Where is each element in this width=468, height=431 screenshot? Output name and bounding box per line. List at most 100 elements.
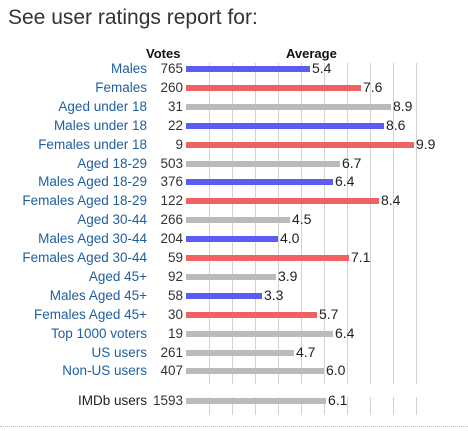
- average-rating-bar: [186, 236, 278, 243]
- vote-count: 59: [167, 250, 183, 265]
- vote-count: 261: [160, 344, 183, 360]
- rating-row: Females 260 7.6: [0, 79, 468, 98]
- gridline: [393, 397, 394, 415]
- rating-row: Males 765 5.4: [0, 60, 468, 79]
- rating-row: Aged under 18 31 8.9: [0, 98, 468, 117]
- gridline: [347, 63, 348, 384]
- vote-count: 204: [160, 231, 183, 247]
- demographic-link[interactable]: Aged 45+: [88, 268, 147, 284]
- demographic-link[interactable]: Aged 30-44: [77, 212, 147, 228]
- gridline: [416, 63, 417, 384]
- vote-count: 22: [167, 117, 183, 133]
- gridline: [232, 397, 233, 415]
- rating-row: Aged 30-44 266 4.5: [0, 211, 468, 230]
- average-rating-value: 6.7: [342, 154, 362, 171]
- average-rating-bar: [186, 311, 317, 318]
- demographic-link[interactable]: Males Aged 18-29: [38, 174, 147, 190]
- average-rating-value: 6.0: [326, 362, 346, 379]
- average-rating-bar: [186, 292, 262, 299]
- gridline: [393, 63, 394, 384]
- demographic-link[interactable]: Males under 18: [53, 117, 147, 133]
- rating-row: US users 261 4.7: [0, 344, 468, 363]
- rating-row: Males Aged 45+ 58 3.3: [0, 287, 468, 306]
- rating-row: Females Aged 30-44 59 7.1: [0, 249, 468, 268]
- gridline: [301, 63, 302, 384]
- average-rating-value: 4.5: [292, 211, 312, 228]
- average-rating-bar: [186, 160, 340, 167]
- gridline: [416, 397, 417, 415]
- average-rating-value: 8.9: [393, 97, 413, 114]
- average-rating-value: 6.4: [335, 173, 355, 190]
- average-rating-bar: [186, 84, 361, 91]
- average-rating-bar: [186, 349, 294, 356]
- vote-count: 1593: [152, 393, 183, 408]
- average-rating-bar: [186, 122, 384, 129]
- average-rating-bar: [186, 398, 326, 404]
- vote-count: 376: [160, 174, 183, 190]
- demographic-link[interactable]: US users: [91, 344, 147, 360]
- vote-count: 765: [160, 61, 183, 76]
- average-rating-value: 6.4: [335, 324, 355, 341]
- rating-row: Non-US users 407 6.0: [0, 362, 468, 381]
- vote-count: 92: [167, 268, 183, 284]
- demographic-link[interactable]: Females under 18: [38, 136, 147, 152]
- summary-separator: [0, 389, 468, 390]
- demographic-link[interactable]: Females Aged 18-29: [22, 193, 147, 209]
- demographic-link[interactable]: Females Aged 45+: [34, 306, 147, 322]
- average-rating-bar: [186, 273, 276, 280]
- average-rating-value: 3.9: [278, 267, 298, 284]
- rating-row: Females Aged 18-29 122 8.4: [0, 192, 468, 211]
- demographic-link[interactable]: Males Aged 30-44: [38, 231, 147, 247]
- gridline: [301, 397, 302, 415]
- gridline: [324, 397, 325, 415]
- gridline: [347, 397, 348, 415]
- average-rating-bar: [186, 217, 290, 224]
- rating-row: Males Aged 30-44 204 4.0: [0, 230, 468, 249]
- rating-row: Top 1000 voters 19 6.4: [0, 325, 468, 344]
- vote-count: 31: [167, 98, 183, 114]
- gridline: [278, 397, 279, 415]
- gridline: [232, 63, 233, 384]
- vote-count: 260: [160, 79, 183, 95]
- demographic-link[interactable]: Females: [95, 79, 147, 95]
- average-rating-bar: [186, 368, 324, 375]
- votes-column-header: Votes: [146, 46, 181, 61]
- gridline: [209, 63, 210, 384]
- average-rating-value: 5.7: [319, 305, 339, 322]
- average-rating-value: 8.4: [381, 192, 401, 209]
- average-rating-value: 3.3: [264, 286, 284, 303]
- demographic-link[interactable]: Males Aged 45+: [49, 287, 147, 303]
- average-rating-bar: [186, 330, 333, 337]
- vote-count: 58: [167, 287, 183, 303]
- demographic-link: IMDb users: [77, 393, 147, 408]
- demographic-link[interactable]: Aged 18-29: [77, 155, 147, 171]
- gridline: [255, 397, 256, 415]
- rating-row: Aged 18-29 503 6.7: [0, 155, 468, 174]
- average-rating-value: 5.4: [312, 60, 332, 76]
- vote-count: 9: [175, 136, 183, 152]
- gridline: [255, 63, 256, 384]
- demographic-link[interactable]: Females Aged 30-44: [22, 250, 147, 265]
- average-rating-bar: [186, 255, 349, 261]
- average-column-header: Average: [286, 46, 337, 61]
- average-rating-value: 6.1: [328, 392, 348, 408]
- average-rating-bar: [186, 103, 391, 110]
- average-rating-value: 9.9: [416, 135, 436, 152]
- demographic-link[interactable]: Aged under 18: [58, 98, 147, 114]
- demographic-link[interactable]: Males: [110, 61, 147, 76]
- vote-count: 503: [160, 155, 183, 171]
- rating-row: Males Aged 18-29 376 6.4: [0, 173, 468, 192]
- average-rating-value: 8.6: [386, 116, 406, 133]
- gridline: [324, 63, 325, 384]
- rating-row: Males under 18 22 8.6: [0, 117, 468, 136]
- average-rating-bar: [186, 179, 333, 186]
- vote-count: 30: [167, 306, 183, 322]
- demographic-link[interactable]: Non-US users: [62, 363, 147, 379]
- average-rating-bar: [186, 198, 379, 205]
- gridline: [370, 397, 371, 415]
- average-rating-bar: [186, 141, 414, 148]
- rating-row: Females under 18 9 9.9: [0, 136, 468, 155]
- gridline: [209, 397, 210, 415]
- average-rating-bar: [186, 66, 310, 72]
- demographic-link[interactable]: Top 1000 voters: [50, 325, 147, 341]
